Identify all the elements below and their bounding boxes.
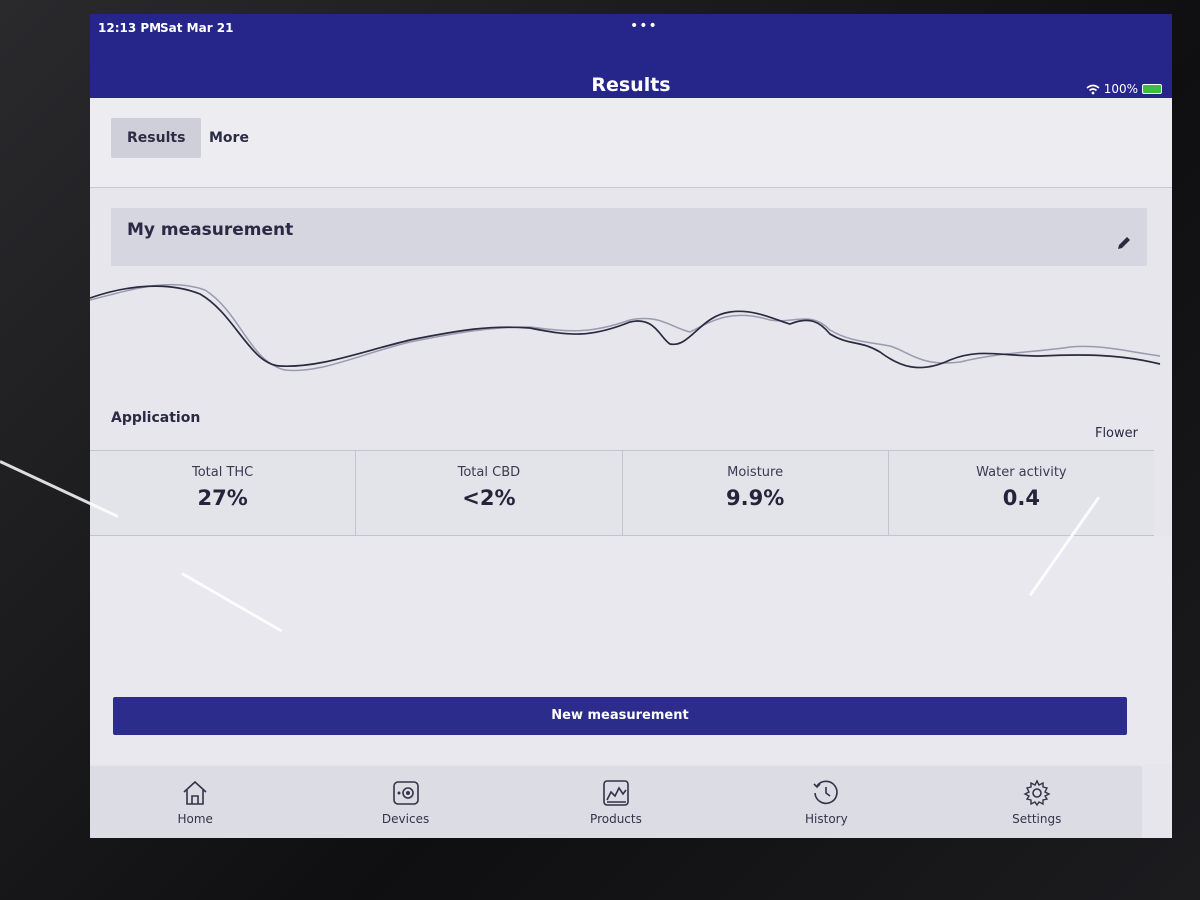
metric-value: 0.4 [1002,486,1040,510]
metric-label: Water activity [976,465,1067,480]
metric-total-cbd: Total CBD <2% [356,451,623,535]
tabbar-item-devices[interactable]: Devices [346,766,466,838]
tab-more[interactable]: More [209,130,249,146]
metric-label: Total CBD [457,465,521,480]
tabbar-label: Devices [381,812,430,826]
tabbar-label: Home [177,812,213,826]
bottom-tab-bar: Home Devices Products [90,766,1142,838]
new-measurement-button[interactable]: New measurement [113,697,1127,735]
tabbar-label: Settings [1012,812,1062,826]
status-date: Sat Mar 21 [160,21,234,35]
status-time: 12:13 PM [98,21,162,35]
segment-tabs: Results More [90,98,1172,188]
multitask-dots-icon[interactable]: ••• [630,18,658,34]
wifi-icon [1086,84,1100,94]
metrics-row: Total THC 27% Total CBD <2% Moisture 9.9… [90,450,1154,536]
spectrum-line-measured [90,285,1161,369]
tabbar-label: History [805,812,848,826]
measurement-card-header: My measurement [111,208,1147,266]
metric-label: Moisture [727,465,784,480]
home-icon [183,780,207,805]
tabbar-item-settings[interactable]: Settings [977,766,1097,838]
battery-percent: 100% [1103,82,1138,96]
page-title: Results [591,74,671,96]
tabbar-item-history[interactable]: History [766,766,886,838]
spectrum-line-reference [90,283,1161,372]
measurement-title: My measurement [127,220,294,240]
metric-value: <2% [462,486,516,510]
gear-icon [1023,779,1051,807]
products-icon [603,780,629,806]
metric-value: 9.9% [726,486,785,510]
edit-pencil-icon[interactable] [1115,234,1133,252]
battery-icon [1142,84,1162,94]
devices-icon [392,781,419,805]
application-value: Flower [1094,426,1138,441]
app-screen: 12:13 PM Sat Mar 21 ••• Results 100% Res… [90,14,1172,838]
tabbar-item-home[interactable]: Home [135,766,255,838]
metric-value: 27% [197,486,248,510]
metric-water-activity: Water activity 0.4 [889,451,1154,535]
metric-moisture: Moisture 9.9% [623,451,889,535]
status-bar: 12:13 PM Sat Mar 21 ••• [90,14,1172,44]
tabbar-label: Products [590,812,642,826]
metric-total-thc: Total THC 27% [90,451,357,535]
spectrum-chart [90,283,1161,372]
status-indicators: 100% [1086,82,1162,96]
metric-label: Total THC [191,465,254,480]
history-icon [813,780,839,805]
tab-results[interactable]: Results [111,118,202,158]
application-label: Application [111,410,201,426]
tabbar-item-products[interactable]: Products [556,766,676,838]
